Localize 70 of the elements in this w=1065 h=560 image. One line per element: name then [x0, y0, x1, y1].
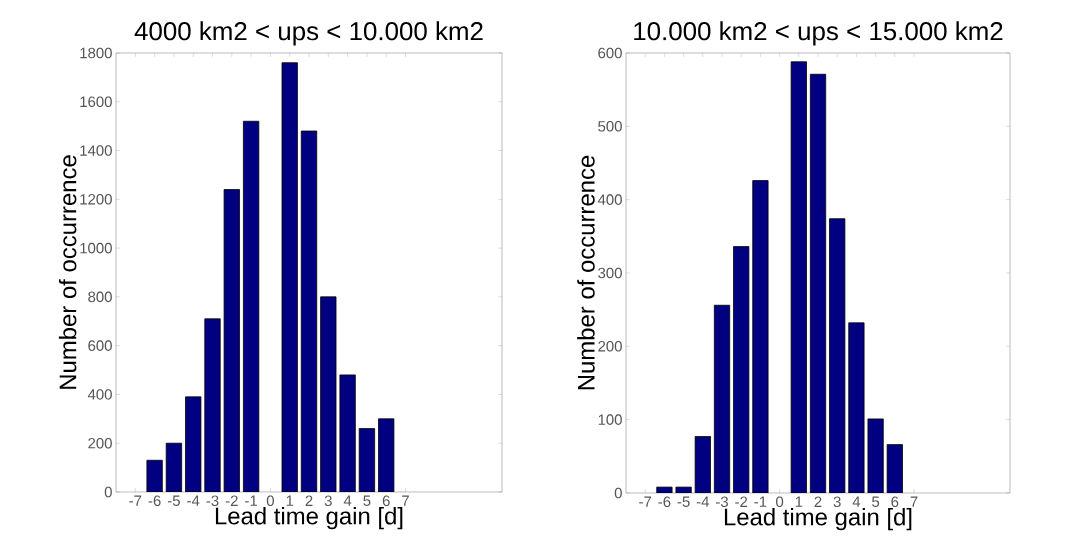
- x-tick-label: 4: [852, 496, 861, 507]
- x-tick-label: -3: [206, 495, 219, 507]
- bar: [752, 180, 769, 493]
- bar: [675, 486, 692, 493]
- bar: [281, 62, 298, 492]
- x-tick-label: 6: [891, 496, 899, 508]
- y-tick-label: 500: [598, 121, 622, 132]
- y-tick-label: 1600: [80, 96, 112, 108]
- bar: [809, 73, 827, 493]
- y-tick-label: 600: [88, 340, 112, 351]
- y-tick-label: 1000: [80, 242, 112, 254]
- x-tick-label: -5: [167, 495, 180, 506]
- x-tick-label: -4: [187, 495, 200, 506]
- y-axis-title: Number of occurrence: [58, 155, 77, 389]
- x-tick-label: 3: [833, 496, 841, 508]
- bar: [242, 120, 260, 492]
- y-tick-label: 400: [597, 194, 622, 205]
- y-tick-label: 1800: [80, 47, 112, 59]
- bar: [829, 218, 846, 493]
- x-tick-label: 2: [814, 496, 822, 507]
- x-axis-title: Lead time gain [d]: [724, 507, 912, 531]
- x-axis-title: Lead time gain [d]: [215, 506, 403, 530]
- x-tick-label: -5: [677, 496, 690, 507]
- bar: [848, 322, 865, 493]
- x-tick-label: 5: [363, 495, 371, 506]
- y-tick-label: 0: [104, 486, 112, 498]
- x-tick-label: -7: [639, 496, 652, 507]
- x-tick-label: 6: [382, 495, 390, 507]
- y-tick-label: 200: [598, 341, 622, 352]
- x-tick-label: -7: [129, 495, 142, 506]
- x-tick-label: 0: [266, 495, 274, 507]
- x-tick-label: -6: [148, 495, 161, 507]
- bar: [886, 444, 903, 493]
- x-tick-label: -2: [735, 496, 748, 507]
- bar: [320, 296, 337, 492]
- x-tick-label: 2: [305, 495, 313, 506]
- y-axis-title: Number of occurrence: [577, 155, 595, 390]
- y-tick-label: 800: [88, 291, 112, 303]
- x-tick-label: 0: [776, 496, 784, 508]
- chart-title: 4000 km2 < ups < 10.000 km2: [134, 21, 483, 46]
- y-tick-label: 1400: [80, 145, 112, 156]
- bar: [694, 436, 711, 493]
- y-tick-label: 100: [598, 414, 622, 425]
- bar: [300, 130, 318, 492]
- y-tick-label: 300: [598, 267, 622, 279]
- bar: [867, 418, 884, 493]
- y-tick-label: 200: [88, 437, 112, 449]
- y-tick-label: 600: [598, 47, 622, 59]
- chart-title: 10.000 km2 < ups < 15.000 km2: [634, 21, 1003, 46]
- bar: [733, 246, 750, 493]
- x-tick-label: 7: [402, 495, 409, 506]
- bar: [790, 61, 807, 493]
- bar: [656, 486, 673, 493]
- x-tick-label: 1: [286, 495, 294, 506]
- x-tick-label: -3: [716, 496, 728, 508]
- y-tick-label: 400: [87, 389, 112, 400]
- x-tick-label: 5: [872, 496, 880, 507]
- x-tick-label: 3: [324, 495, 332, 507]
- bar: [713, 304, 731, 493]
- x-tick-label: -6: [658, 496, 671, 508]
- y-tick-label: 1200: [80, 194, 112, 205]
- x-tick-label: 4: [343, 495, 352, 506]
- bar: [204, 318, 221, 492]
- x-tick-label: -1: [245, 495, 258, 506]
- x-tick-label: -4: [696, 496, 710, 507]
- x-tick-label: -2: [225, 495, 238, 506]
- x-tick-label: -1: [754, 496, 767, 507]
- bar: [223, 189, 240, 492]
- x-tick-label: 7: [910, 496, 918, 507]
- x-tick-label: 1: [795, 496, 803, 507]
